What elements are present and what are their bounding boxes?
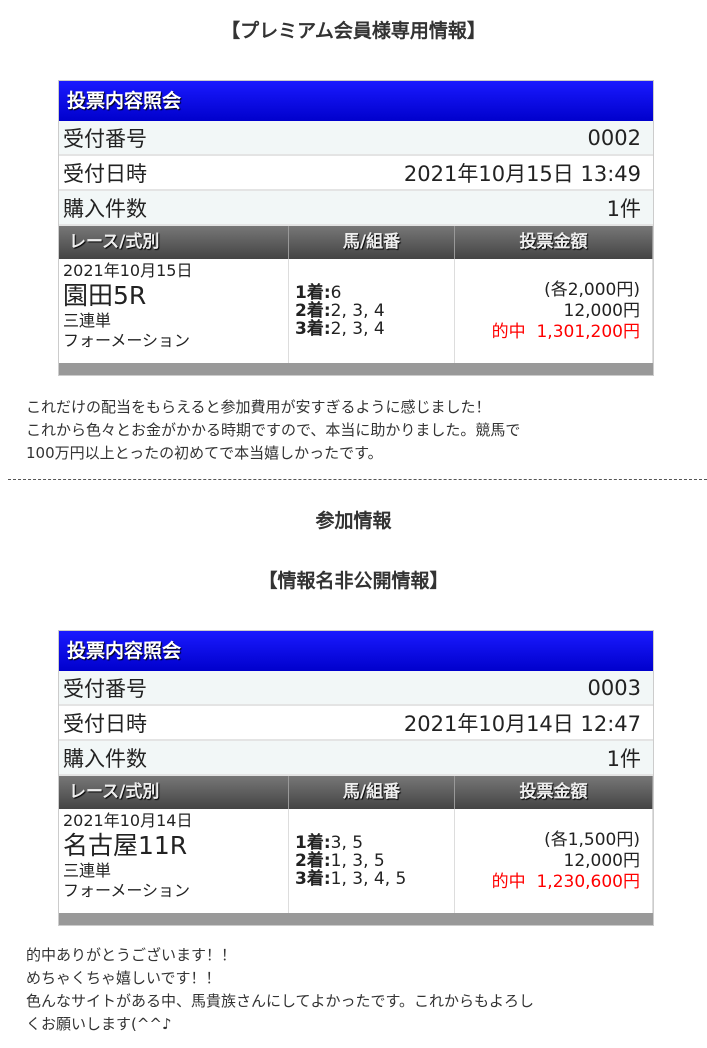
horse-numbers: 6 <box>330 283 342 303</box>
row-label: 受付日時 <box>63 711 147 736</box>
testimonial-comment: これだけの配当をもらえると参加費用が安すぎるように感じました！ これから色々とお金… <box>26 396 686 465</box>
amount-cell: (各1,500円) 12,000円 的中 1,230,600円 <box>455 809 653 913</box>
race-date: 2021年10月14日 <box>63 811 193 830</box>
place-label: 2着: <box>295 301 331 321</box>
combo-cell: 1着:6 2着:2, 3, 4 3着:2, 3, 4 <box>289 259 455 363</box>
race-name: 名古屋11R <box>63 831 188 860</box>
section-title: 【プレミアム会員様専用情報】 <box>221 20 486 42</box>
place-label: 2着: <box>295 851 331 871</box>
bet-inquiry-card: 投票内容照会受付番号 0003 受付日時 2021年10月14日 12:47 購入件数 1… <box>58 630 654 926</box>
row-label: 受付番号 <box>63 676 147 701</box>
place-label: 1着: <box>295 283 331 303</box>
combo-cell: 1着:3, 5 2着:1, 3, 5 3着:1, 3, 4, 5 <box>289 809 455 913</box>
comment-line: めちゃくちゃ嬉しいです！！ <box>26 969 221 987</box>
combo-line: 3着:2, 3, 4 <box>295 320 450 338</box>
row-label: 受付番号 <box>63 126 147 151</box>
participation-heading: 参加情報 <box>315 510 392 532</box>
bet-type: 三連単 <box>63 311 112 330</box>
comment-line: くお願いします(^^♪ <box>26 1015 172 1033</box>
row-value: 1件 <box>606 196 641 221</box>
comment-line: これから色々とお金がかかる時期ですので、本当に助かりました。競馬で <box>26 421 521 439</box>
race-date: 2021年10月15日 <box>63 261 193 280</box>
card-footer <box>59 363 653 375</box>
column-header: レース/式別 <box>59 226 289 259</box>
section-title: 【情報名非公開情報】 <box>258 570 449 592</box>
row-value: 0002 <box>587 125 641 150</box>
unit-amount: (各2,000円) <box>544 279 640 300</box>
combo-line: 1着:3, 5 <box>295 834 450 852</box>
horse-numbers: 2, 3, 4 <box>330 319 385 339</box>
info-row: 購入件数 1件 <box>59 191 653 226</box>
horse-numbers: 2, 3, 4 <box>330 301 385 321</box>
horse-numbers: 1, 3, 5 <box>330 851 385 871</box>
bet-type: 三連単 <box>63 861 112 880</box>
bet-method: フォーメーション <box>63 881 191 900</box>
row-value: 2021年10月14日 12:47 <box>403 711 641 736</box>
race-name: 園田5R <box>63 281 147 310</box>
payout: 的中 1,230,600円 <box>459 872 640 893</box>
horse-numbers: 3, 5 <box>330 833 364 853</box>
info-row: 受付番号 0002 <box>59 121 653 156</box>
comment-line: 色んなサイトがある中、馬貴族さんにしてよかったです。これからもよろし <box>26 992 535 1010</box>
row-value: 2021年10月15日 13:49 <box>403 161 641 186</box>
bet-table: レース/式別 馬/組番 投票金額 2021年10月15日 園田5R 三連単 フォーメーション… <box>59 226 653 363</box>
info-row: 受付日時 2021年10月14日 12:47 <box>59 706 653 741</box>
comment-line: 100万円以上とったの初めてで本当嬉しかったです。 <box>26 444 383 462</box>
row-value: 1件 <box>606 746 641 771</box>
column-header: 投票金額 <box>455 226 653 259</box>
row-label: 受付日時 <box>63 161 147 186</box>
horse-numbers: 1, 3, 4, 5 <box>330 869 407 889</box>
row-label: 購入件数 <box>63 196 147 221</box>
column-header: 投票金額 <box>455 776 653 809</box>
comment-line: これだけの配当をもらえると参加費用が安すぎるように感じました！ <box>26 398 491 416</box>
bet-table: レース/式別 馬/組番 投票金額 2021年10月14日 名古屋11R 三連単 フォーメーシ… <box>59 776 653 913</box>
column-header: レース/式別 <box>59 776 289 809</box>
column-header: 馬/組番 <box>289 776 455 809</box>
total-amount: 12,000円 <box>563 300 640 321</box>
place-label: 3着: <box>295 319 331 339</box>
row-label: 購入件数 <box>63 746 147 771</box>
total-amount: 12,000円 <box>563 850 640 871</box>
race-cell: 2021年10月14日 名古屋11R 三連単 フォーメーション <box>59 809 289 913</box>
row-value: 0003 <box>587 675 641 700</box>
bet-inquiry-card: 投票内容照会受付番号 0002 受付日時 2021年10月15日 13:49 購入件数 1… <box>58 80 654 376</box>
combo-line: 2着:1, 3, 5 <box>295 852 450 870</box>
hit-label: 的中 <box>491 321 526 342</box>
hit-label: 的中 <box>491 871 526 892</box>
divider <box>8 479 707 480</box>
combo-line: 2着:2, 3, 4 <box>295 302 450 320</box>
column-header: 馬/組番 <box>289 226 455 259</box>
combo-line: 3着:1, 3, 4, 5 <box>295 870 450 888</box>
place-label: 3着: <box>295 869 331 889</box>
payout: 的中 1,301,200円 <box>459 322 640 343</box>
testimonial-comment: 的中ありがとうございます！！ めちゃくちゃ嬉しいです！！ 色んなサイトがある中、馬貴… <box>26 944 686 1036</box>
combo-line: 1着:6 <box>295 284 450 302</box>
place-label: 1着: <box>295 833 331 853</box>
amount-cell: (各2,000円) 12,000円 的中 1,301,200円 <box>455 259 653 363</box>
card-footer <box>59 913 653 925</box>
card-header: 投票内容照会 <box>59 631 653 671</box>
info-row: 受付番号 0003 <box>59 671 653 706</box>
unit-amount: (各1,500円) <box>544 829 640 850</box>
bet-method: フォーメーション <box>63 331 191 350</box>
race-cell: 2021年10月15日 園田5R 三連単 フォーメーション <box>59 259 289 363</box>
card-header: 投票内容照会 <box>59 81 653 121</box>
info-row: 購入件数 1件 <box>59 741 653 776</box>
comment-line: 的中ありがとうございます！！ <box>26 946 237 964</box>
payout-amount: 1,230,600円 <box>536 871 640 892</box>
payout-amount: 1,301,200円 <box>536 321 640 342</box>
info-row: 受付日時 2021年10月15日 13:49 <box>59 156 653 191</box>
